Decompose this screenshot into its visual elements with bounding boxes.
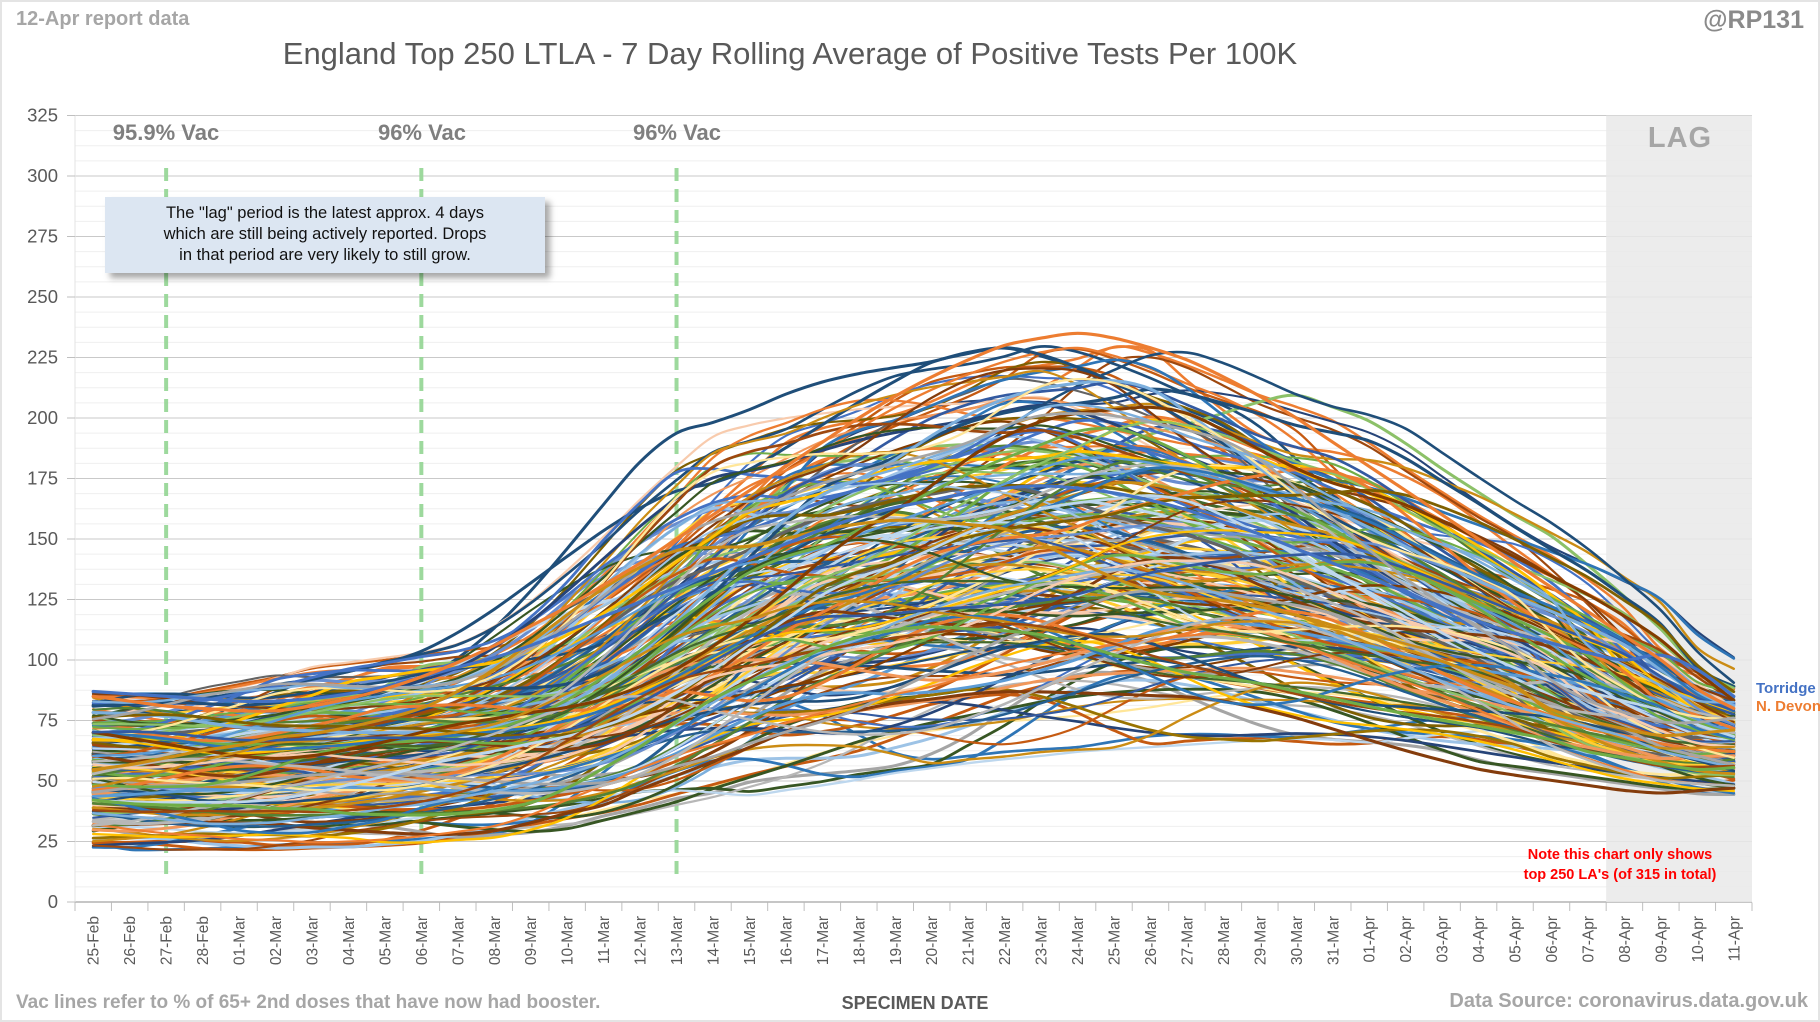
x-tick-label: 25-Feb: [86, 916, 103, 965]
x-tick-label: 16-Mar: [778, 916, 795, 965]
x-tick-label: 13-Mar: [669, 916, 686, 965]
top250-note: Note this chart only shows top 250 LA's …: [1515, 845, 1725, 885]
y-tick-label: 0: [48, 891, 58, 912]
author-handle: @RP131: [1703, 6, 1804, 34]
y-tick-label: 200: [27, 407, 58, 428]
vac-line-label-2: 96% Vac: [377, 120, 467, 145]
y-tick-label: 250: [27, 286, 58, 307]
x-tick-label: 06-Apr: [1544, 916, 1561, 963]
data-source-label: Data Source: coronavirus.data.gov.uk: [1449, 990, 1808, 1012]
x-tick-label: 09-Mar: [523, 916, 540, 965]
x-tick-label: 30-Mar: [1289, 916, 1306, 965]
y-tick-label: 225: [27, 347, 58, 368]
y-tick-label: 150: [27, 528, 58, 549]
x-tick-label: 26-Feb: [122, 916, 139, 965]
y-tick-label: 50: [37, 770, 58, 791]
y-tick-label: 125: [27, 589, 58, 610]
x-tick-label: 31-Mar: [1325, 916, 1342, 965]
x-tick-label: 14-Mar: [706, 916, 723, 965]
x-tick-label: 02-Mar: [268, 916, 285, 965]
lag-region-label: LAG: [1647, 122, 1713, 154]
x-tick-labels: 25-Feb 26-Feb 27-Feb 28-Feb 01-Mar 02-Mar 03-M…: [86, 916, 1744, 965]
lag-annotation-line-2: which are still being actively reported.…: [163, 225, 487, 243]
y-tick-label: 275: [27, 226, 58, 247]
report-date-label: 12-Apr report data: [16, 8, 190, 30]
x-tick-label: 07-Mar: [450, 916, 467, 965]
lag-annotation-line-3: in that period are very likely to still …: [179, 246, 471, 264]
x-tick-label: 10-Mar: [560, 916, 577, 965]
x-tick-label: 28-Feb: [195, 916, 212, 965]
x-tick-label: 11-Apr: [1726, 916, 1743, 961]
x-tick-label: 07-Apr: [1580, 916, 1597, 963]
x-tick-label: 01-Apr: [1362, 916, 1379, 963]
x-tick-label: 18-Mar: [851, 916, 868, 965]
x-tick-label: 01-Mar: [232, 916, 249, 965]
y-tick-label: 25: [37, 831, 58, 852]
y-tick-labels: 0 25 50 75 100 125 150 175 200 225 250 275 300 325: [27, 105, 58, 913]
x-tick-label: 02-Apr: [1398, 916, 1415, 963]
x-tick-label: 15-Mar: [742, 916, 759, 965]
x-tick-label: 11-Mar: [596, 916, 613, 964]
y-tick-label: 100: [27, 649, 58, 670]
series-line-torridge: [91, 484, 1736, 703]
top250-note-line-1: Note this chart only shows: [1527, 847, 1713, 863]
x-tick-label: 08-Mar: [487, 916, 504, 965]
x-tick-label: 26-Mar: [1143, 916, 1160, 965]
y-tick-label: 325: [27, 105, 58, 126]
named-series-lines: [91, 331, 1736, 713]
x-tick-label: 10-Apr: [1690, 916, 1707, 963]
x-tick-label: 04-Apr: [1471, 916, 1488, 963]
x-tick-label: 04-Mar: [341, 916, 358, 965]
series-label-ndevon: N. Devon: [1756, 698, 1820, 715]
xaxis-title: SPECIMEN DATE: [841, 993, 989, 1013]
x-tick-label: 06-Mar: [414, 916, 431, 965]
vac-line-label-1: 95.9% Vac: [112, 120, 220, 145]
y-tick-label: 75: [37, 710, 58, 731]
y-tick-label: 300: [27, 165, 58, 186]
x-tick-label: 24-Mar: [1070, 916, 1087, 965]
top250-note-line-2: top 250 LA's (of 315 in total): [1523, 867, 1717, 883]
chart-title: England Top 250 LTLA - 7 Day Rolling Ave…: [282, 36, 1298, 71]
vac-footnote: Vac lines refer to % of 65+ 2nd doses th…: [16, 992, 601, 1013]
background-series-lines: [91, 345, 1736, 852]
lag-annotation-line-1: The "lag" period is the latest approx. 4…: [165, 204, 485, 222]
x-tick-label: 27-Feb: [159, 916, 176, 965]
x-tick-label: 05-Apr: [1508, 916, 1525, 963]
x-tick-label: 03-Mar: [305, 916, 322, 965]
x-tick-label: 19-Mar: [888, 916, 905, 965]
x-tick-label: 21-Mar: [961, 916, 978, 965]
x-tick-label: 29-Mar: [1252, 916, 1269, 965]
x-tick-label: 05-Mar: [377, 916, 394, 965]
x-tick-label: 12-Mar: [633, 916, 650, 965]
x-tick-label: 17-Mar: [815, 916, 832, 965]
x-tick-label: 09-Apr: [1653, 916, 1670, 963]
x-tick-label: 22-Mar: [997, 916, 1014, 965]
x-tick-label: 23-Mar: [1034, 916, 1051, 965]
series-label-torridge: Torridge: [1756, 680, 1816, 697]
x-tick-label: 25-Mar: [1107, 916, 1124, 965]
axis-ticks: [67, 115, 1753, 911]
vac-line-label-3: 96% Vac: [632, 120, 722, 145]
x-tick-label: 03-Apr: [1435, 916, 1452, 963]
x-tick-label: 08-Apr: [1617, 916, 1634, 963]
x-tick-label: 20-Mar: [924, 916, 941, 965]
x-tick-label: 27-Mar: [1179, 916, 1196, 965]
lag-annotation-box: The "lag" period is the latest approx. 4…: [105, 197, 545, 273]
series-line-n-devon: [91, 331, 1736, 713]
x-tick-label: 28-Mar: [1216, 916, 1233, 965]
y-tick-label: 175: [27, 468, 58, 489]
